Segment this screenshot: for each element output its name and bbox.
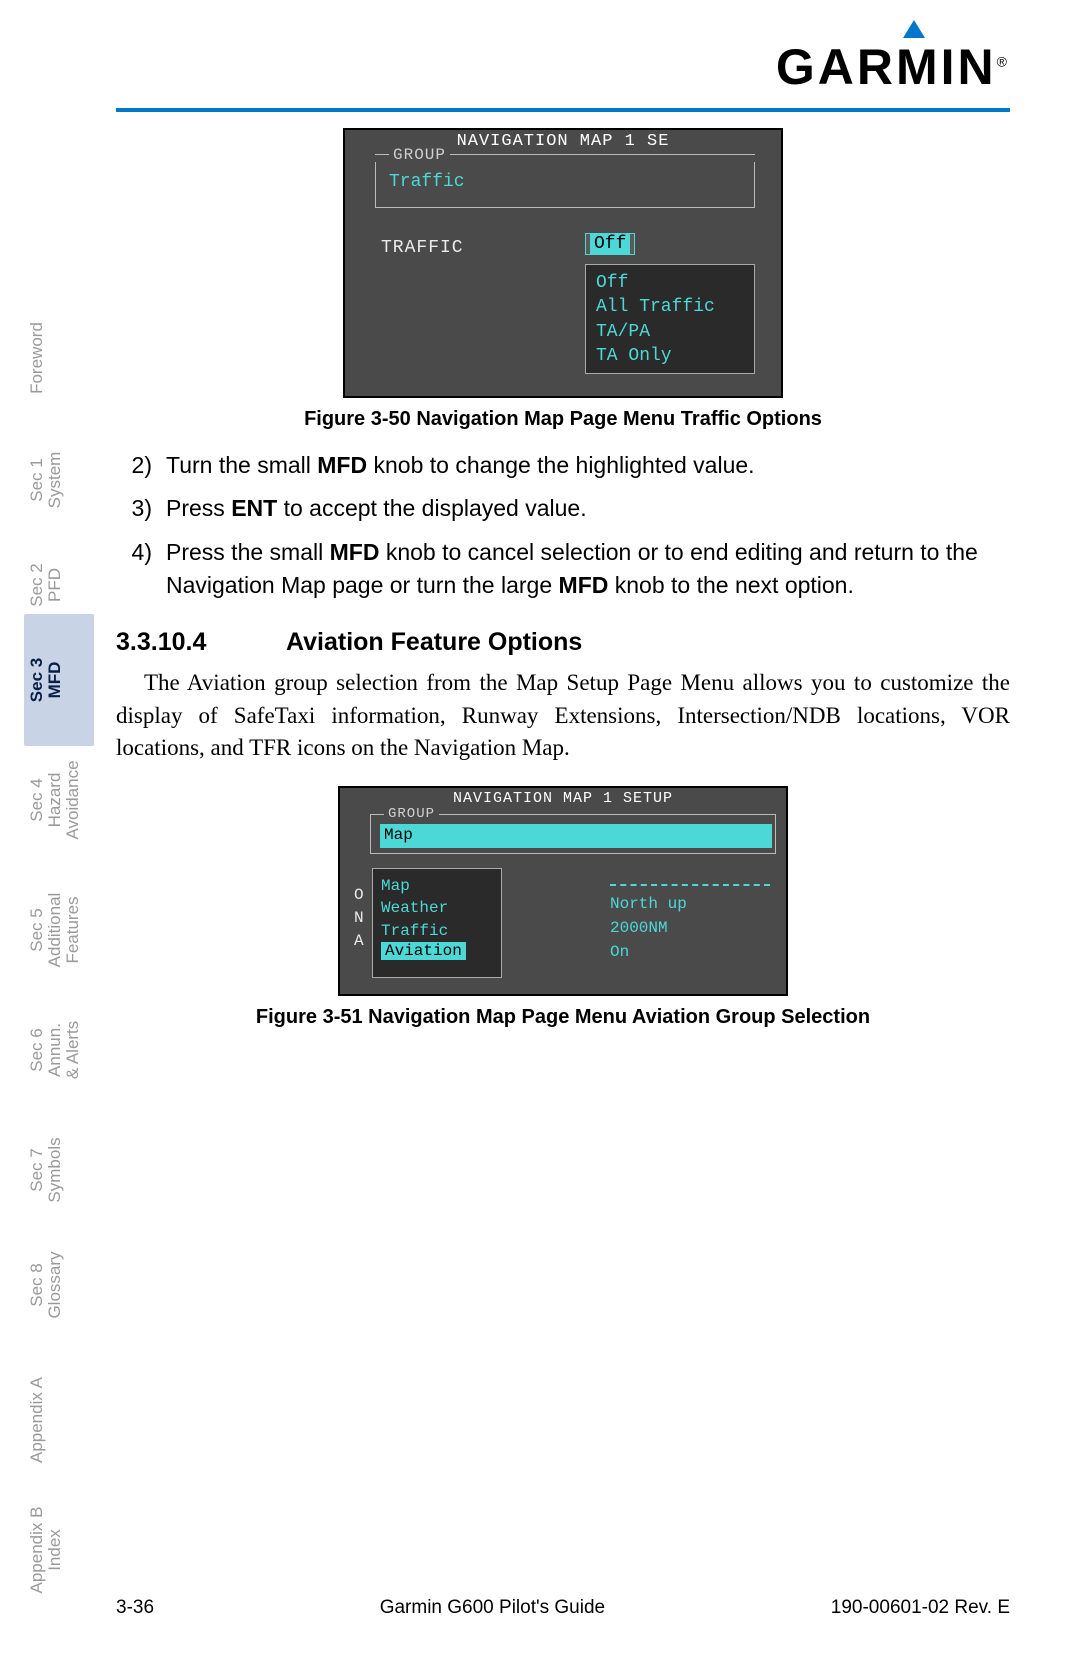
side-tab: Sec 4HazardAvoidance bbox=[28, 740, 82, 860]
step-number: 2) bbox=[116, 449, 166, 482]
step-number: 3) bbox=[116, 492, 166, 525]
group-option: Traffic bbox=[381, 920, 493, 942]
traffic-option: Off bbox=[596, 271, 744, 295]
side-tab: Appendix BIndex bbox=[28, 1490, 64, 1610]
figure-3-51-screen: NAVIGATION MAP 1 SETUP GROUP Map ONA Map… bbox=[338, 786, 788, 996]
page-content: NAVIGATION MAP 1 SE GROUP Traffic TRAFFI… bbox=[116, 128, 1010, 1029]
page-footer: 3-36 Garmin G600 Pilot's Guide 190-00601… bbox=[116, 1597, 1010, 1619]
traffic-selected-value: Off bbox=[590, 234, 630, 254]
traffic-options-dropdown: OffAll TrafficTA/PATA Only bbox=[585, 264, 755, 374]
step-text: Turn the small MFD knob to change the hi… bbox=[166, 449, 1010, 482]
traffic-selected-box: Off bbox=[585, 234, 635, 254]
right-values: North up2000NMOn bbox=[610, 884, 770, 964]
left-pre-letters: ONA bbox=[354, 884, 364, 954]
section-paragraph: The Aviation group selection from the Ma… bbox=[116, 667, 1010, 764]
side-tab: Sec 5AdditionalFeatures bbox=[28, 870, 82, 990]
traffic-field-label: TRAFFIC bbox=[381, 238, 464, 258]
group-highlight-bar bbox=[380, 824, 772, 848]
doc-title: Garmin G600 Pilot's Guide bbox=[380, 1597, 605, 1619]
group-options-dropdown: MapWeatherTrafficAviation bbox=[372, 868, 502, 978]
side-tab: Sec 1System bbox=[28, 420, 64, 540]
registered-mark: ® bbox=[997, 53, 1010, 69]
side-tab: Foreword bbox=[28, 298, 46, 418]
traffic-option: TA Only bbox=[596, 344, 744, 368]
group-option: Aviation bbox=[381, 942, 493, 960]
step: 2)Turn the small MFD knob to change the … bbox=[116, 449, 1010, 482]
instruction-steps: 2)Turn the small MFD knob to change the … bbox=[116, 449, 1010, 602]
side-tab: Sec 3MFD bbox=[28, 620, 64, 740]
side-tab: Sec 8Glossary bbox=[28, 1225, 64, 1345]
setting-value: On bbox=[610, 940, 770, 964]
side-tab: Appendix A bbox=[28, 1360, 46, 1480]
group-value: Traffic bbox=[389, 172, 465, 192]
group-value-51: Map bbox=[384, 826, 413, 844]
group-option: Weather bbox=[381, 897, 493, 919]
brand-text: GARMIN bbox=[776, 39, 997, 95]
traffic-option: TA/PA bbox=[596, 320, 744, 344]
garmin-logo: GARMIN® bbox=[776, 38, 1010, 96]
section-title: Aviation Feature Options bbox=[286, 628, 582, 656]
step-text: Press ENT to accept the displayed value. bbox=[166, 492, 1010, 525]
value-divider bbox=[610, 884, 770, 888]
step-number: 4) bbox=[116, 536, 166, 603]
right-values-list: North up2000NMOn bbox=[610, 892, 770, 964]
figure-3-51-caption: Figure 3-51 Navigation Map Page Menu Avi… bbox=[116, 1006, 1010, 1029]
group-label-51: GROUP bbox=[384, 806, 439, 822]
side-tab: Sec 6Annun.& Alerts bbox=[28, 990, 82, 1110]
traffic-option: All Traffic bbox=[596, 295, 744, 319]
setting-value: 2000NM bbox=[610, 916, 770, 940]
setting-value: North up bbox=[610, 892, 770, 916]
traffic-options-list: OffAll TrafficTA/PATA Only bbox=[596, 271, 744, 368]
nav-map-title-51: NAVIGATION MAP 1 SETUP bbox=[340, 790, 786, 807]
step: 3)Press ENT to accept the displayed valu… bbox=[116, 492, 1010, 525]
figure-3-50-screen: NAVIGATION MAP 1 SE GROUP Traffic TRAFFI… bbox=[343, 128, 783, 398]
figure-3-50-caption: Figure 3-50 Navigation Map Page Menu Tra… bbox=[116, 408, 1010, 431]
page-number: 3-36 bbox=[116, 1597, 154, 1619]
doc-revision: 190-00601-02 Rev. E bbox=[831, 1597, 1010, 1619]
section-heading: 3.3.10.4Aviation Feature Options bbox=[116, 628, 1010, 657]
section-number: 3.3.10.4 bbox=[116, 628, 286, 657]
garmin-delta-icon bbox=[903, 20, 925, 38]
group-label: GROUP bbox=[389, 146, 450, 164]
step: 4)Press the small MFD knob to cancel sel… bbox=[116, 536, 1010, 603]
side-tab: Sec 7Symbols bbox=[28, 1110, 64, 1230]
group-option: Map bbox=[381, 875, 493, 897]
step-text: Press the small MFD knob to cancel selec… bbox=[166, 536, 1010, 603]
page-header: GARMIN® bbox=[776, 38, 1010, 96]
header-rule bbox=[116, 108, 1010, 112]
